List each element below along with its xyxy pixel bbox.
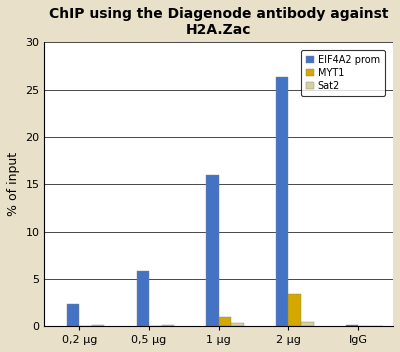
Bar bbox=[288, 294, 301, 326]
Bar bbox=[276, 77, 288, 326]
Bar bbox=[67, 304, 79, 326]
Title: ChIP using the Diagenode antibody against
H2A.Zac: ChIP using the Diagenode antibody agains… bbox=[49, 7, 388, 37]
Bar bbox=[206, 175, 219, 326]
Bar bbox=[162, 325, 174, 326]
Bar bbox=[231, 323, 244, 326]
Bar bbox=[301, 322, 314, 326]
Bar bbox=[219, 316, 231, 326]
Bar bbox=[136, 271, 149, 326]
Y-axis label: % of input: % of input bbox=[7, 152, 20, 216]
Bar bbox=[92, 325, 104, 326]
Legend: EIF4A2 prom, MYT1, Sat2: EIF4A2 prom, MYT1, Sat2 bbox=[301, 50, 385, 96]
Bar bbox=[346, 325, 358, 326]
